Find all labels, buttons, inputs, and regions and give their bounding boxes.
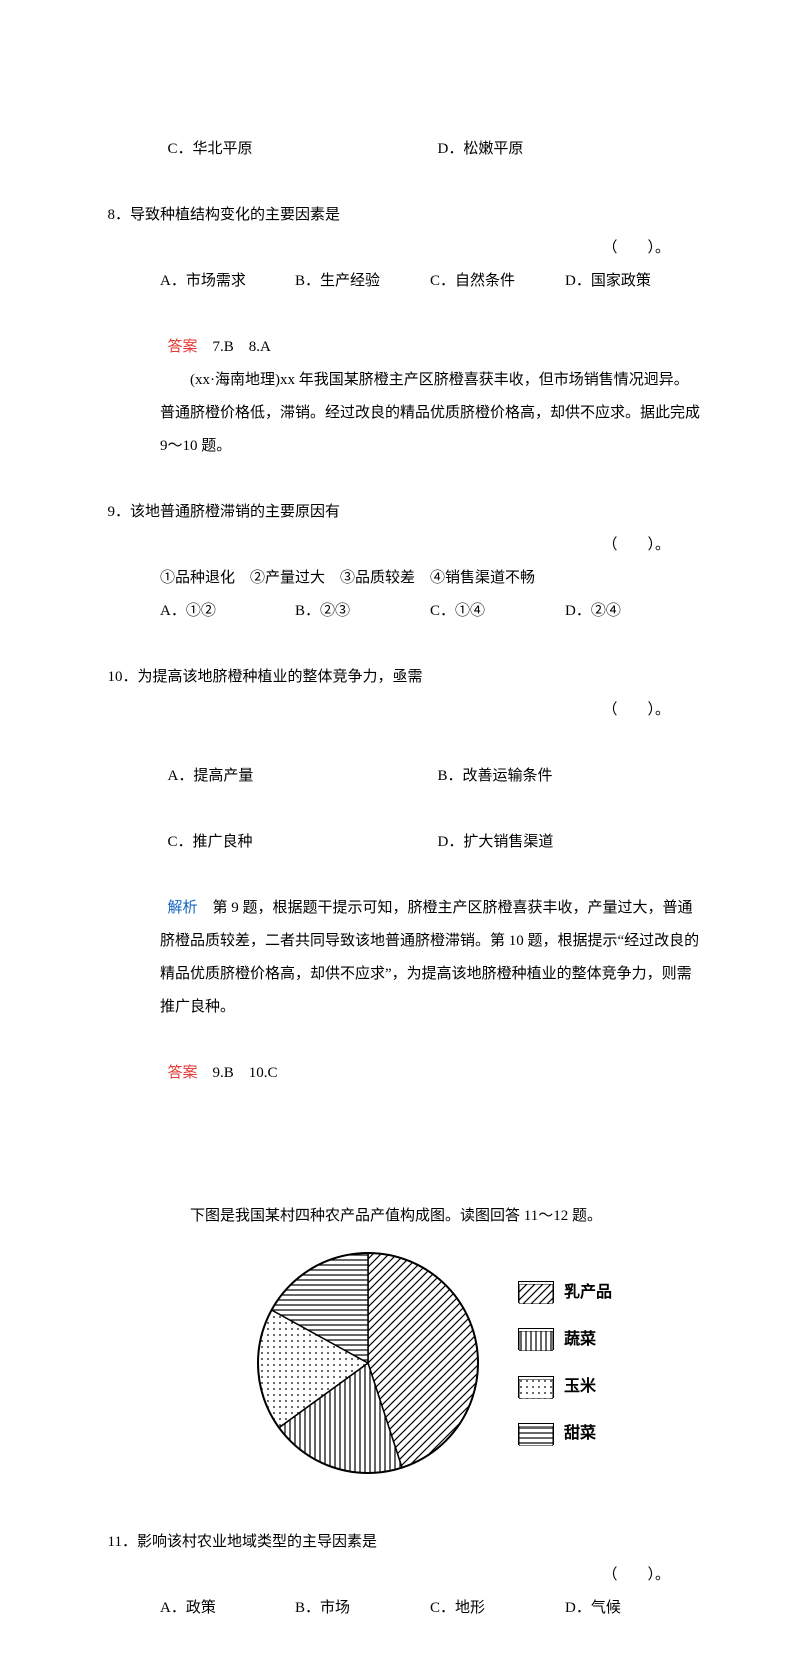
- q11-opt-c: C．地形: [430, 1592, 565, 1625]
- q10-opt-d: D．扩大销售渠道: [438, 834, 554, 850]
- q11-paren: （ ）。: [602, 1559, 670, 1592]
- q8-options: A．市场需求 B．生产经验 C．自然条件 D．国家政策: [100, 265, 700, 298]
- q8-stem-line: 8．导致种植结构变化的主要因素是 （ ）。: [100, 166, 700, 265]
- q11-opt-d: D．气候: [565, 1592, 700, 1625]
- answer-9-10: 答案 9.B 10.C: [100, 1024, 700, 1090]
- q9-paren: （ ）。: [602, 529, 670, 562]
- legend-beet: 甜菜: [518, 1416, 612, 1451]
- legend-swatch-dots: [518, 1376, 554, 1398]
- legend-veg: 蔬菜: [518, 1322, 612, 1357]
- answer-7-8: 答案 7.B 8.A: [100, 298, 700, 364]
- q10-paren: （ ）。: [602, 694, 670, 727]
- legend-dairy: 乳产品: [518, 1275, 612, 1310]
- q8-opt-c: C．自然条件: [430, 265, 565, 298]
- q8-opt-b: B．生产经验: [295, 265, 430, 298]
- q9-opt-a: A．①②: [160, 595, 295, 628]
- analysis-text: 第 9 题，根据题干提示可知，脐橙主产区脐橙喜获丰收，产量过大，普通脐橙品质较差…: [160, 900, 699, 1015]
- q7-options-cd: C．华北平原D．松嫩平原: [100, 100, 700, 166]
- legend-swatch-diag: [518, 1281, 554, 1303]
- chart-legend: 乳产品 蔬菜 玉米 甜菜: [518, 1263, 612, 1464]
- legend-swatch-horiz: [518, 1423, 554, 1445]
- q11-opt-b: B．市场: [295, 1592, 430, 1625]
- q9-opt-b: B．②③: [295, 595, 430, 628]
- q8-stem: 8．导致种植结构变化的主要因素是: [108, 207, 341, 223]
- pie-chart-figure: 乳产品 蔬菜 玉米 甜菜: [160, 1243, 700, 1483]
- q8-paren: （ ）。: [602, 232, 670, 265]
- analysis-label: 解析: [168, 900, 198, 916]
- q10-stem-line: 10．为提高该地脐橙种植业的整体竞争力，亟需 （ ）。: [100, 628, 700, 727]
- analysis-9-10: 解析 第 9 题，根据题干提示可知，脐橙主产区脐橙喜获丰收，产量过大，普通脐橙品…: [100, 859, 700, 1024]
- q10-opt-b: B．改善运输条件: [438, 768, 553, 784]
- answer-label: 答案: [168, 1065, 198, 1081]
- q7-opt-c: C．华北平原: [168, 133, 438, 166]
- q11-opt-a: A．政策: [160, 1592, 295, 1625]
- q8-opt-d: D．国家政策: [565, 265, 700, 298]
- q10-options-cd: C．推广良种D．扩大销售渠道: [100, 793, 700, 859]
- q9-list: ①品种退化 ②产量过大 ③品质较差 ④销售渠道不畅: [100, 562, 700, 595]
- q11-stem-line: 11．影响该村农业地域类型的主导因素是 （ ）。: [100, 1493, 700, 1592]
- spacer: [100, 1090, 700, 1200]
- pie-chart-svg: [248, 1243, 488, 1483]
- q10-options-ab: A．提高产量B．改善运输条件: [100, 727, 700, 793]
- q7-opt-d: D．松嫩平原: [438, 141, 524, 157]
- q9-options: A．①② B．②③ C．①④ D．②④: [100, 595, 700, 628]
- answer-text: 9.B 10.C: [198, 1065, 278, 1081]
- q9-stem: 9．该地普通脐橙滞销的主要原因有: [108, 504, 341, 520]
- legend-swatch-vert: [518, 1328, 554, 1350]
- answer-text: 7.B 8.A: [198, 339, 271, 355]
- q10-opt-a: A．提高产量: [168, 760, 438, 793]
- q10-stem: 10．为提高该地脐橙种植业的整体竞争力，亟需: [108, 669, 423, 685]
- q9-stem-line: 9．该地普通脐橙滞销的主要原因有 （ ）。: [100, 463, 700, 562]
- q9-opt-c: C．①④: [430, 595, 565, 628]
- q10-opt-c: C．推广良种: [168, 826, 438, 859]
- legend-label: 甜菜: [564, 1416, 596, 1451]
- q8-opt-a: A．市场需求: [160, 265, 295, 298]
- legend-corn: 玉米: [518, 1369, 612, 1404]
- legend-label: 蔬菜: [564, 1322, 596, 1357]
- answer-label: 答案: [168, 339, 198, 355]
- legend-label: 乳产品: [564, 1275, 612, 1310]
- q9-opt-d: D．②④: [565, 595, 700, 628]
- legend-label: 玉米: [564, 1369, 596, 1404]
- caption-11-12: 下图是我国某村四种农产品产值构成图。读图回答 11～12 题。: [100, 1200, 700, 1233]
- q11-options: A．政策 B．市场 C．地形 D．气候: [100, 1592, 700, 1625]
- context-9-10: (xx·海南地理)xx 年我国某脐橙主产区脐橙喜获丰收，但市场销售情况迥异。普通…: [100, 364, 700, 463]
- q11-stem: 11．影响该村农业地域类型的主导因素是: [108, 1534, 377, 1550]
